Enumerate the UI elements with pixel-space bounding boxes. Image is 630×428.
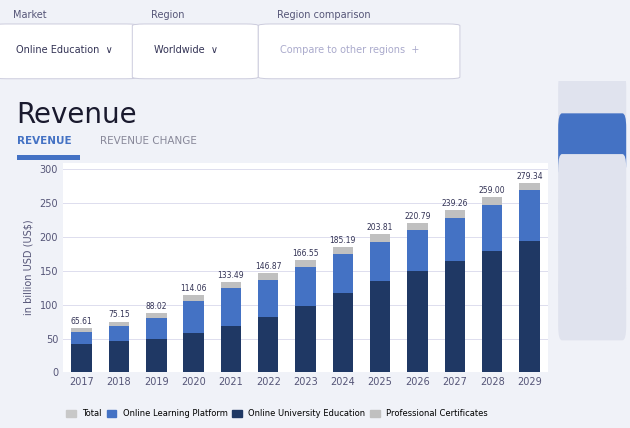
Bar bbox=[109, 321, 129, 327]
Text: 185.19: 185.19 bbox=[329, 236, 356, 245]
Bar bbox=[258, 273, 278, 279]
Bar bbox=[183, 300, 204, 333]
Text: 203.81: 203.81 bbox=[367, 223, 393, 232]
Text: 133.49: 133.49 bbox=[217, 271, 244, 280]
FancyBboxPatch shape bbox=[258, 24, 460, 79]
Bar bbox=[407, 271, 428, 372]
Bar bbox=[333, 247, 353, 254]
Bar bbox=[146, 339, 166, 372]
Text: Online Education  ∨: Online Education ∨ bbox=[16, 45, 113, 55]
Text: 259.00: 259.00 bbox=[479, 186, 505, 195]
Bar bbox=[407, 230, 428, 271]
Text: Revenue: Revenue bbox=[16, 101, 137, 129]
Bar bbox=[370, 281, 391, 372]
Bar bbox=[370, 235, 391, 242]
Bar bbox=[183, 295, 204, 300]
Text: REVENUE CHANGE: REVENUE CHANGE bbox=[100, 136, 197, 146]
Bar bbox=[295, 306, 316, 372]
FancyBboxPatch shape bbox=[558, 73, 626, 137]
Text: 146.87: 146.87 bbox=[255, 262, 282, 271]
Bar bbox=[258, 279, 278, 317]
Y-axis label: in billion USD (US$): in billion USD (US$) bbox=[24, 220, 34, 315]
Bar bbox=[482, 197, 502, 205]
Text: 166.55: 166.55 bbox=[292, 249, 319, 258]
Text: 88.02: 88.02 bbox=[146, 302, 167, 311]
Bar bbox=[519, 183, 540, 190]
Bar bbox=[370, 242, 391, 281]
Bar bbox=[295, 260, 316, 267]
Text: Worldwide  ∨: Worldwide ∨ bbox=[154, 45, 219, 55]
Bar bbox=[445, 211, 465, 218]
FancyBboxPatch shape bbox=[558, 113, 626, 177]
Bar bbox=[220, 282, 241, 288]
Bar bbox=[146, 313, 166, 318]
Bar bbox=[519, 241, 540, 372]
Text: Region: Region bbox=[151, 10, 185, 20]
Bar bbox=[183, 333, 204, 372]
Bar bbox=[146, 318, 166, 339]
Bar bbox=[445, 218, 465, 261]
Bar bbox=[482, 250, 502, 372]
Bar bbox=[445, 261, 465, 372]
Bar bbox=[220, 288, 241, 327]
Text: 220.79: 220.79 bbox=[404, 212, 431, 221]
Bar bbox=[220, 327, 241, 372]
Text: 114.06: 114.06 bbox=[180, 284, 207, 293]
Bar bbox=[482, 205, 502, 250]
Text: 239.26: 239.26 bbox=[442, 199, 468, 208]
Bar bbox=[109, 327, 129, 341]
FancyBboxPatch shape bbox=[558, 154, 626, 218]
Bar bbox=[333, 292, 353, 372]
Text: 65.61: 65.61 bbox=[71, 317, 93, 326]
Bar bbox=[71, 332, 92, 344]
Bar bbox=[519, 190, 540, 241]
Bar bbox=[109, 341, 129, 372]
Text: Compare to other regions  +: Compare to other regions + bbox=[280, 45, 420, 55]
Bar bbox=[295, 267, 316, 306]
Text: Region comparison: Region comparison bbox=[277, 10, 371, 20]
Bar bbox=[258, 317, 278, 372]
FancyBboxPatch shape bbox=[16, 155, 81, 160]
Text: REVENUE: REVENUE bbox=[16, 136, 71, 146]
FancyBboxPatch shape bbox=[0, 24, 139, 79]
Bar bbox=[71, 344, 92, 372]
Legend: Total, Online Learning Platform, Online University Education, Professional Certi: Total, Online Learning Platform, Online … bbox=[63, 406, 491, 422]
FancyBboxPatch shape bbox=[558, 276, 626, 340]
Bar bbox=[333, 254, 353, 292]
FancyBboxPatch shape bbox=[558, 195, 626, 259]
Bar bbox=[71, 328, 92, 332]
Text: 279.34: 279.34 bbox=[516, 172, 543, 181]
Text: 75.15: 75.15 bbox=[108, 310, 130, 319]
FancyBboxPatch shape bbox=[558, 235, 626, 300]
Text: Market: Market bbox=[13, 10, 46, 20]
Bar bbox=[407, 223, 428, 230]
FancyBboxPatch shape bbox=[132, 24, 258, 79]
